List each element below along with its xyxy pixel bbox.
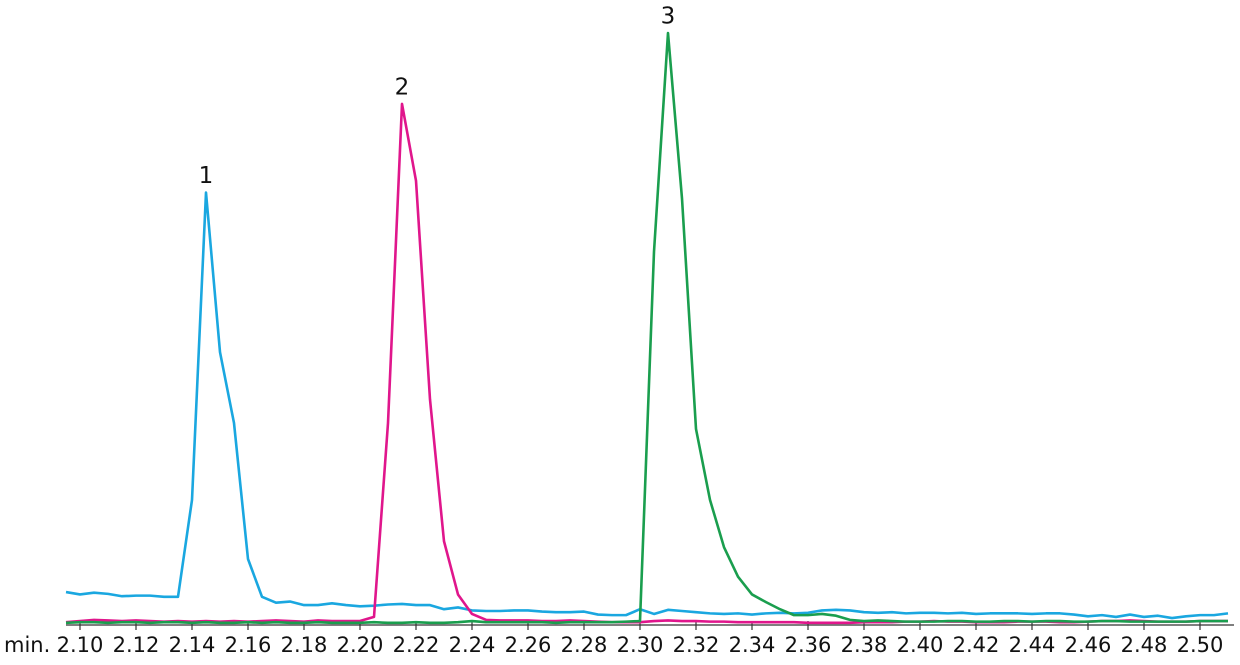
x-tick-label: 2.30 <box>617 633 664 657</box>
x-tick-label: 2.36 <box>785 633 832 657</box>
x-tick-label: 2.34 <box>729 633 776 657</box>
x-tick-label: 2.38 <box>841 633 888 657</box>
x-tick-label: 2.50 <box>1177 633 1224 657</box>
x-tick-label: 2.10 <box>57 633 104 657</box>
x-tick-label: 2.24 <box>449 633 496 657</box>
x-tick-label: 2.18 <box>281 633 328 657</box>
series-line <box>65 102 1228 625</box>
series-line <box>65 31 1228 625</box>
peak-label: 3 <box>661 4 676 30</box>
x-tick-label: 2.40 <box>897 633 944 657</box>
x-tick-label: 2.26 <box>505 633 552 657</box>
x-tick-label: 2.16 <box>225 633 272 657</box>
x-tick-label: 2.22 <box>393 633 440 657</box>
x-tick-label: 2.12 <box>113 633 160 657</box>
series-line <box>65 191 1229 620</box>
x-tick-label: 2.46 <box>1065 633 1112 657</box>
x-tick-label: 2.28 <box>561 633 608 657</box>
x-tick-label: 2.42 <box>953 633 1000 657</box>
x-tick-label: 2.32 <box>673 633 720 657</box>
peak-label: 2 <box>395 74 410 100</box>
x-tick-label: 2.14 <box>169 633 216 657</box>
x-tick-label: 2.44 <box>1009 633 1056 657</box>
x-tick-label: 2.48 <box>1121 633 1168 657</box>
x-axis-label: min. <box>4 633 50 657</box>
peak-label: 1 <box>199 163 214 189</box>
x-tick-label: 2.20 <box>337 633 384 657</box>
